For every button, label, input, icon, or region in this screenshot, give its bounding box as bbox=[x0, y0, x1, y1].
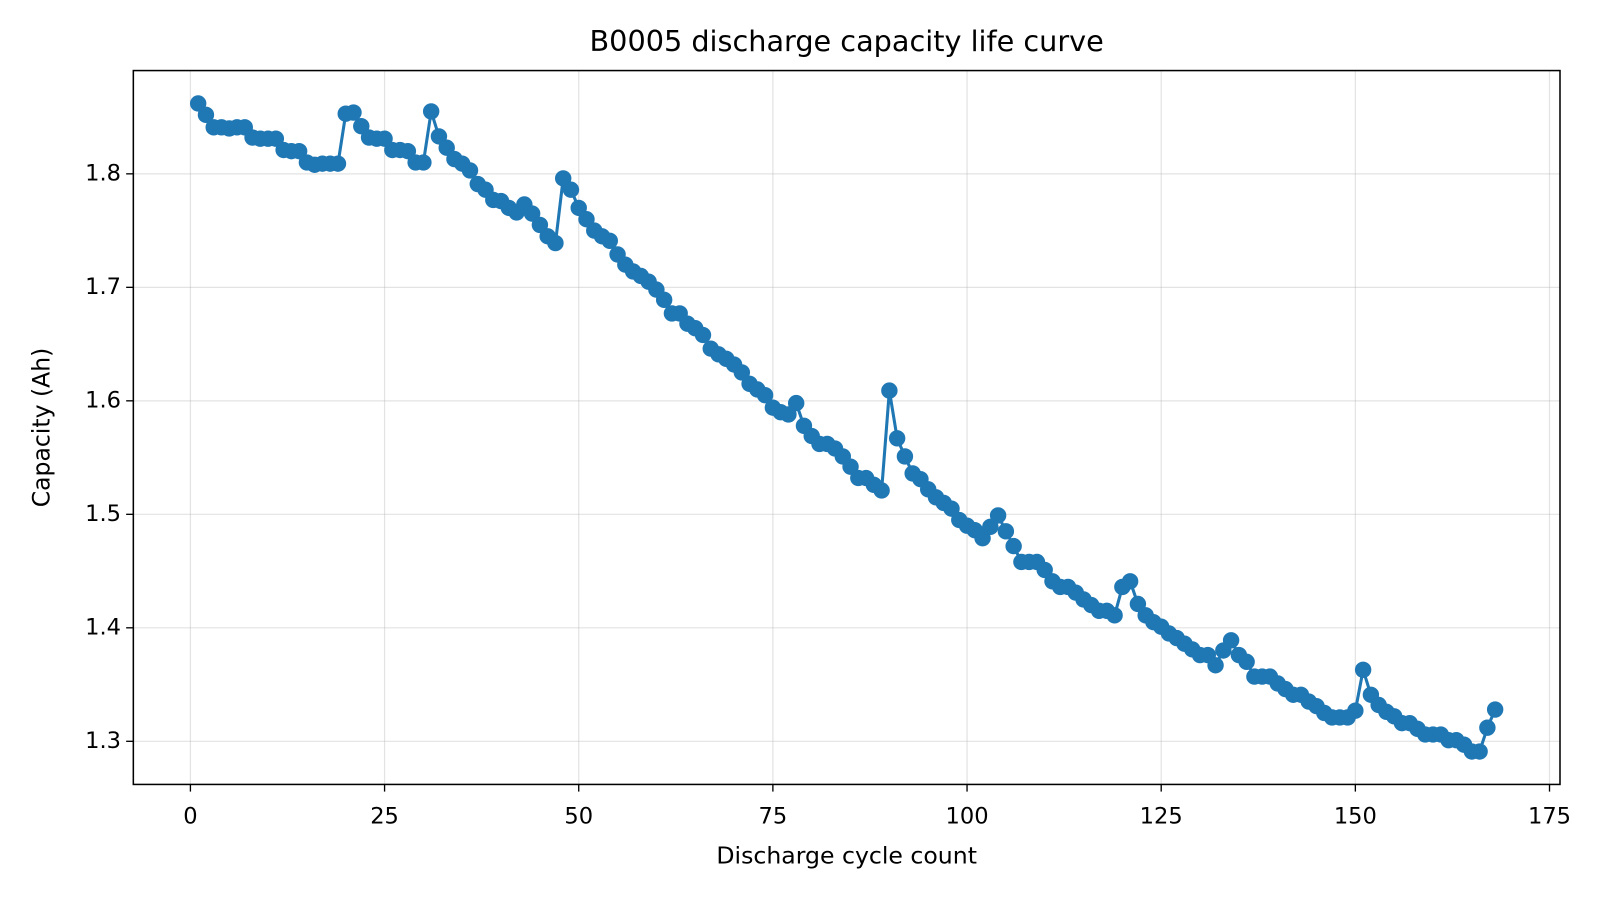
data-point bbox=[655, 291, 673, 309]
x-tick-label: 150 bbox=[1334, 804, 1377, 830]
data-point bbox=[601, 232, 619, 249]
data-point bbox=[1354, 661, 1372, 678]
data-point bbox=[1347, 702, 1364, 719]
data-point bbox=[881, 382, 898, 399]
data-point bbox=[787, 394, 805, 412]
x-tick-label: 175 bbox=[1528, 804, 1571, 830]
data-point bbox=[329, 155, 347, 172]
x-tick-label: 25 bbox=[370, 804, 399, 830]
data-point bbox=[1222, 632, 1240, 649]
data-point bbox=[997, 523, 1015, 540]
x-axis-label: Discharge cycle count bbox=[716, 842, 977, 870]
y-tick-label: 1.7 bbox=[85, 274, 121, 300]
plot-frame bbox=[132, 69, 1561, 786]
data-point bbox=[1207, 657, 1224, 674]
y-tick-label: 1.5 bbox=[85, 501, 121, 527]
y-tick-label: 1.8 bbox=[85, 160, 121, 186]
data-point bbox=[197, 106, 215, 124]
x-tick-label: 0 bbox=[183, 804, 197, 830]
data-point bbox=[345, 104, 362, 121]
x-tick-label: 125 bbox=[1140, 804, 1183, 830]
data-line bbox=[196, 102, 1497, 754]
data-point bbox=[989, 507, 1007, 524]
data-point bbox=[422, 103, 440, 120]
chart-title: B0005 discharge capacity life curve bbox=[590, 24, 1104, 58]
data-point bbox=[1238, 653, 1255, 671]
y-tick-label: 1.6 bbox=[85, 387, 121, 413]
data-point bbox=[694, 326, 712, 344]
y-tick-label: 1.4 bbox=[85, 614, 121, 640]
data-point bbox=[1121, 573, 1139, 590]
y-axis-label: Capacity (Ah) bbox=[28, 348, 56, 508]
data-point bbox=[461, 162, 479, 179]
data-point bbox=[896, 448, 914, 465]
data-point bbox=[1005, 537, 1022, 555]
data-point bbox=[562, 181, 580, 198]
data-point bbox=[873, 482, 890, 499]
data-point bbox=[415, 154, 432, 171]
x-tick-label: 50 bbox=[564, 804, 593, 830]
data-point bbox=[1479, 719, 1496, 736]
y-tick-label: 1.3 bbox=[85, 728, 121, 754]
x-tick-label: 100 bbox=[946, 804, 989, 830]
data-point bbox=[888, 430, 906, 447]
data-point bbox=[756, 386, 774, 404]
data-point bbox=[1486, 701, 1504, 718]
data-point bbox=[1471, 743, 1488, 760]
x-tick-label: 75 bbox=[759, 804, 788, 830]
data-point bbox=[547, 234, 564, 252]
data-point bbox=[1106, 607, 1123, 624]
